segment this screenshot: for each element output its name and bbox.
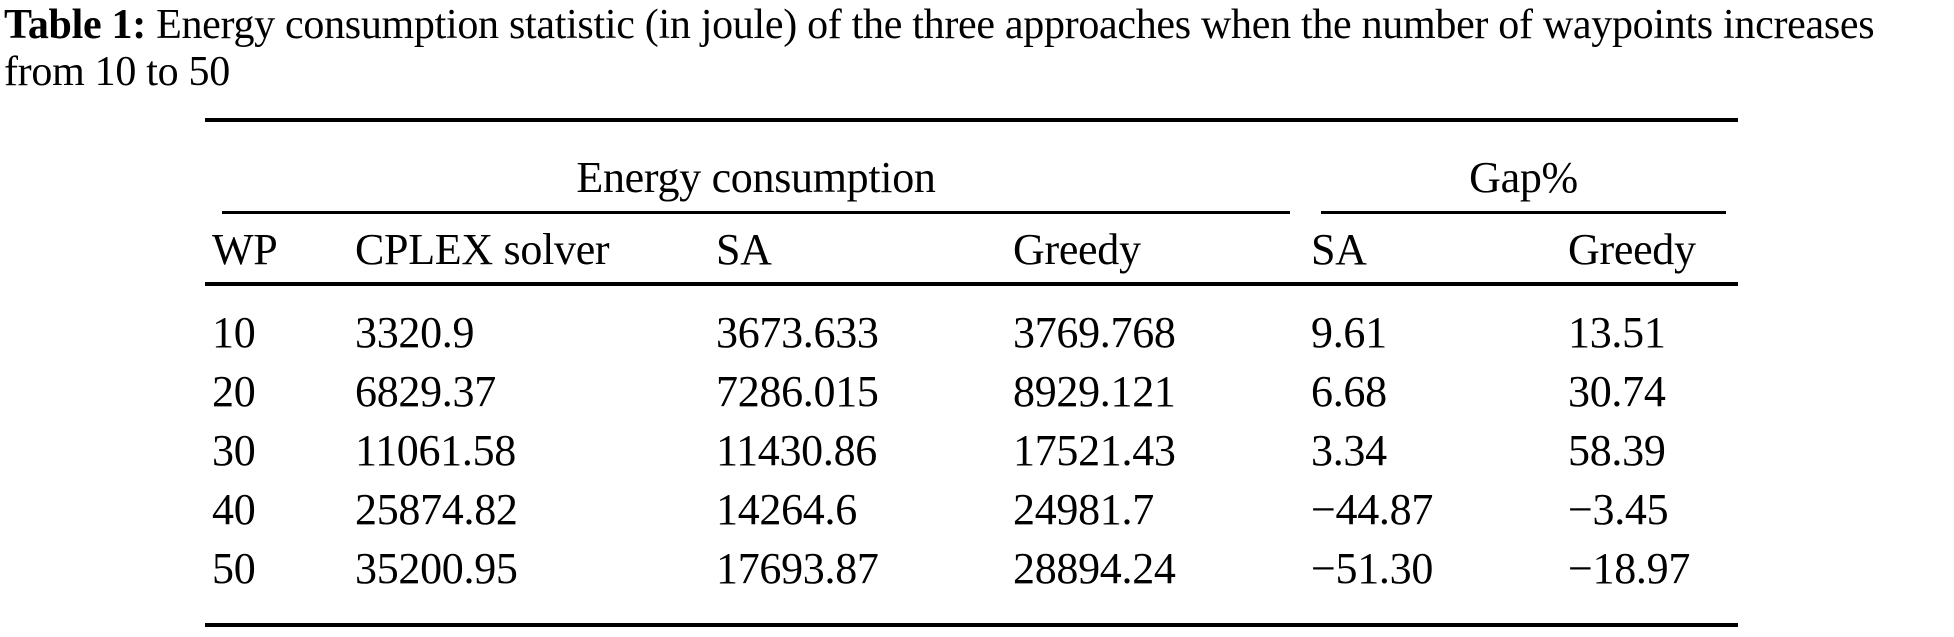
value-cell: 11430.86 [716,426,877,475]
value-cell: 24981.7 [1013,485,1154,534]
value-cell: 8929.121 [1013,367,1176,416]
value-cell: 9.61 [1311,308,1387,357]
table-row: 30 11061.58 11430.86 17521.43 3.34 58.39 [205,428,1738,487]
value-cell: 14264.6 [716,485,857,534]
column-header-cplex-solver-1: CPLEX solver [355,214,716,286]
value-cell: 58.39 [1568,426,1666,475]
value-cell: 6.68 [1311,367,1387,416]
column-header-greedy-3: Greedy [1013,214,1312,286]
table-caption-text: Energy consumption statistic (in joule) … [4,2,1875,95]
table-caption: Table 1: Energy consumption statistic (i… [0,0,1954,96]
table-body: 10 3320.9 3673.633 3769.768 9.61 13.51 20 6829.… [205,284,1738,625]
value-cell: 11061.58 [355,426,516,475]
value-cell: 17521.43 [1013,426,1176,475]
value-cell: 25874.82 [355,485,518,534]
table-row: 10 3320.9 3673.633 3769.768 9.61 13.51 [205,284,1738,369]
waypoint-cell: 40 [212,485,256,534]
value-cell: 28894.24 [1013,544,1176,593]
column-header-sa-4: SA [1311,214,1569,286]
waypoint-cell: 10 [212,308,256,357]
energy-consumption-table: Energy consumption Gap% WP CPLEX solver SA… [205,118,1739,627]
value-cell: 3320.9 [355,308,475,357]
value-cell: 3.34 [1311,426,1387,475]
column-header-wp-0: WP [205,214,355,286]
waypoint-cell: 30 [212,426,256,475]
value-cell: −18.97 [1568,544,1691,593]
value-cell: 13.51 [1568,308,1666,357]
value-cell: 3673.633 [716,308,879,357]
value-cell: 3769.768 [1013,308,1176,357]
column-header-greedy-5: Greedy [1568,214,1739,286]
value-cell: −44.87 [1311,485,1434,534]
value-cell: 30.74 [1568,367,1666,416]
value-cell: 6829.37 [355,367,496,416]
column-header-sa-2: SA [716,214,1013,286]
group-header-row: Energy consumption Gap% [205,120,1738,214]
waypoint-cell: 20 [212,367,256,416]
value-cell: −3.45 [1568,485,1669,534]
column-header-row: WP CPLEX solver SA Greedy SA Greedy [205,214,1739,286]
group-header-energy-consumption-label: Energy consumption [222,122,1291,214]
table-row: 40 25874.82 14264.6 24981.7 −44.87 −3.45 [205,487,1738,546]
value-cell: 35200.95 [355,544,518,593]
group-header-energy-consumption: Energy consumption [205,120,1311,214]
table-row: 50 35200.95 17693.87 28894.24 −51.30 −18.97 [205,546,1738,625]
group-header-gap-label: Gap% [1321,122,1727,214]
group-header-gap: Gap% [1311,120,1738,214]
table-row: 20 6829.37 7286.015 8929.121 6.68 30.74 [205,369,1738,428]
value-cell: 7286.015 [716,367,879,416]
value-cell: −51.30 [1311,544,1434,593]
value-cell: 17693.87 [716,544,879,593]
waypoint-cell: 50 [212,544,256,593]
table-caption-label: Table 1: [4,2,146,48]
